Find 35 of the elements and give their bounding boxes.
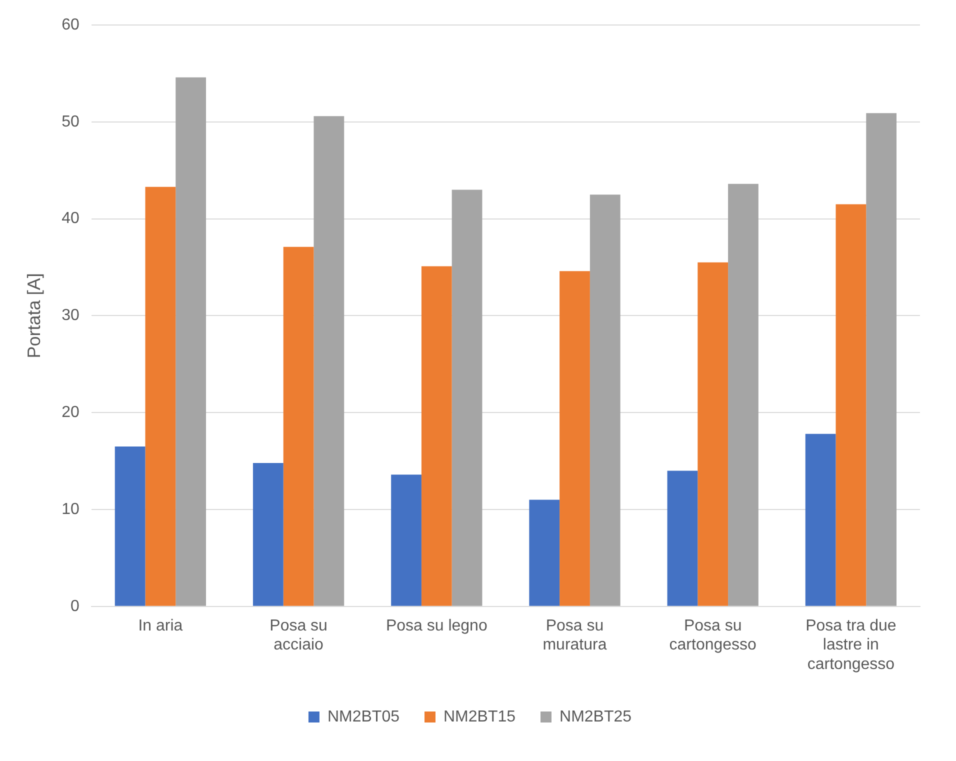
x-tick-label: In aria bbox=[138, 617, 183, 634]
bar bbox=[145, 186, 176, 606]
bar bbox=[176, 77, 206, 606]
y-axis-title: Portata [A] bbox=[24, 273, 44, 358]
x-tick-label: Posa tra due lastre in cartongesso bbox=[806, 617, 896, 673]
y-tick-label: 50 bbox=[62, 113, 80, 130]
bar bbox=[252, 462, 284, 606]
y-tick-label: 30 bbox=[62, 307, 80, 324]
x-tick-label: Posa su cartongesso bbox=[669, 617, 757, 654]
bar bbox=[590, 194, 620, 606]
bar bbox=[391, 474, 422, 606]
y-tick-label: 0 bbox=[70, 598, 80, 615]
bar bbox=[728, 184, 758, 606]
bar bbox=[114, 446, 146, 606]
x-tick-label: Posa su legno bbox=[386, 617, 488, 634]
bar bbox=[560, 271, 590, 606]
y-tick-label: 40 bbox=[62, 210, 80, 228]
bar bbox=[866, 113, 897, 606]
bar bbox=[836, 204, 866, 606]
y-tick-label: 20 bbox=[62, 404, 80, 422]
bar bbox=[698, 262, 728, 606]
bar bbox=[314, 116, 344, 606]
legend-label: NM2BT05 bbox=[327, 708, 400, 726]
x-tick-label: Posa su muratura bbox=[542, 617, 607, 654]
y-tick-label: 10 bbox=[62, 500, 80, 518]
bar bbox=[421, 266, 452, 606]
y-tick-label: 60 bbox=[62, 16, 80, 34]
bar bbox=[667, 470, 698, 606]
bar bbox=[805, 434, 836, 606]
legend-label: NM2BT25 bbox=[560, 708, 632, 726]
x-tick-label: Posa su acciaio bbox=[270, 617, 328, 654]
bar bbox=[452, 190, 482, 606]
bar bbox=[283, 246, 314, 606]
bar bbox=[529, 500, 560, 606]
legend-label: NM2BT15 bbox=[443, 708, 516, 726]
